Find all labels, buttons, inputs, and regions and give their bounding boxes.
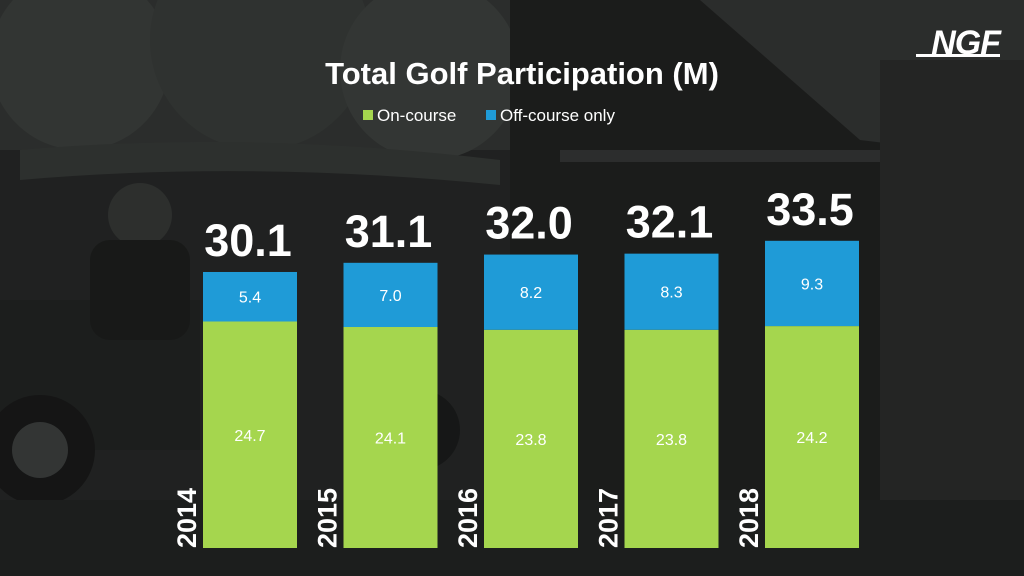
x-tick-label-2018: 2018 [734, 488, 764, 548]
bar-on-course-2015 [343, 327, 438, 548]
bar-on-course-2016 [484, 329, 578, 548]
total-label-2016: 32.0 [485, 198, 573, 249]
total-label-2018: 33.5 [766, 184, 854, 235]
bar-off-course-2017 [624, 253, 719, 330]
bar-off-course-2015 [343, 262, 438, 328]
legend-label-off-course: Off-course only [500, 106, 615, 125]
bar-off-course-2016 [484, 254, 578, 330]
legend-label-on-course: On-course [377, 106, 456, 125]
x-tick-label-2015: 2015 [313, 488, 343, 548]
data-label-off-course-2014: 5.4 [239, 290, 261, 307]
legend-swatch-off-course [486, 110, 496, 120]
total-label-2017: 32.1 [626, 197, 714, 248]
logo-underline [916, 54, 1000, 57]
data-label-on-course-2015: 24.1 [375, 431, 406, 448]
data-label-off-course-2018: 9.3 [801, 276, 823, 293]
data-label-off-course-2016: 8.2 [520, 285, 542, 302]
data-label-on-course-2014: 24.7 [234, 428, 265, 445]
bar-on-course-2017 [624, 329, 719, 548]
chart-title: Total Golf Participation (M) [325, 56, 719, 91]
total-label-2015: 31.1 [345, 206, 433, 257]
x-tick-label-2017: 2017 [594, 488, 624, 548]
data-label-on-course-2016: 23.8 [515, 432, 546, 449]
data-label-off-course-2015: 7.0 [379, 288, 401, 305]
legend-swatch-on-course [363, 110, 373, 120]
data-label-on-course-2017: 23.8 [656, 432, 687, 449]
data-label-on-course-2018: 24.2 [796, 430, 827, 447]
bar-off-course-2014 [203, 271, 297, 322]
bar-off-course-2018 [765, 240, 859, 327]
x-tick-label-2014: 2014 [172, 488, 202, 548]
bar-on-course-2018 [765, 326, 859, 548]
data-label-off-course-2017: 8.3 [660, 285, 682, 302]
total-label-2014: 30.1 [204, 215, 292, 266]
x-tick-label-2016: 2016 [453, 488, 483, 548]
bar-on-course-2014 [203, 321, 297, 548]
